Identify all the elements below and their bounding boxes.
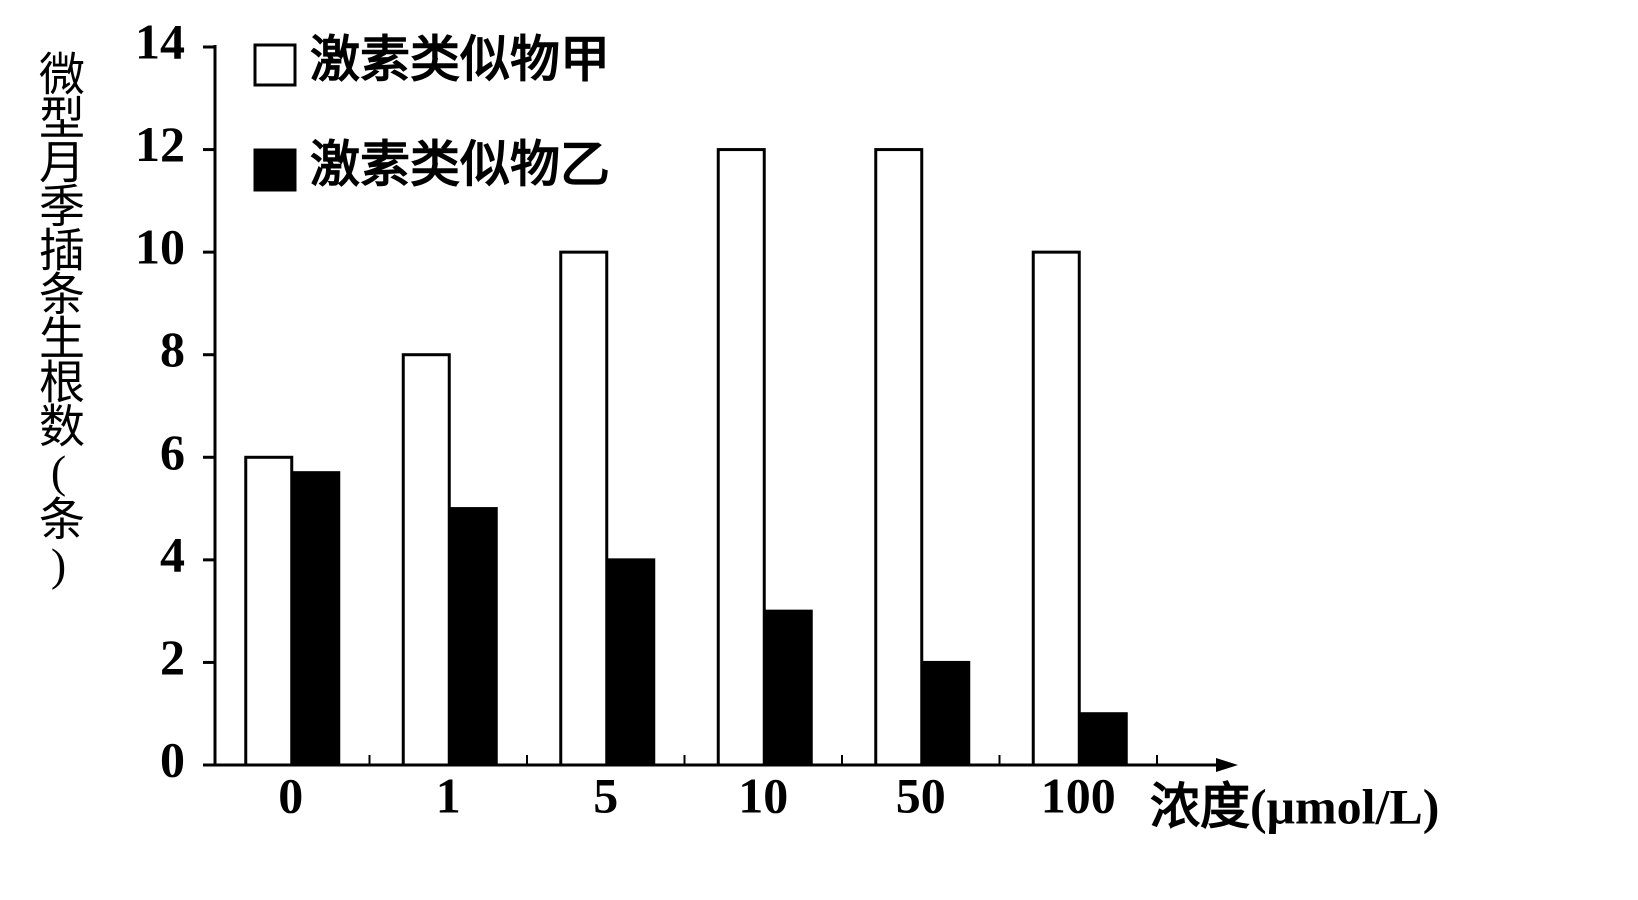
bar	[1031, 250, 1081, 767]
y-tick-label: 10	[135, 219, 185, 275]
y-tick-label: 14	[135, 13, 185, 69]
bar	[921, 660, 971, 767]
x-tick-label: 0	[278, 767, 303, 823]
x-axis-label: 浓度(μmol/L)	[1150, 778, 1439, 834]
bar	[559, 250, 609, 767]
bar	[874, 148, 924, 767]
y-tick-label: 12	[135, 116, 185, 172]
y-axis-label: 微型月季插条生根数(条)	[33, 50, 84, 588]
y-tick-label: 8	[160, 321, 185, 377]
bar	[244, 455, 294, 767]
bar	[716, 148, 766, 767]
bar	[448, 507, 498, 767]
y-tick-label: 2	[160, 629, 185, 685]
bar	[1078, 712, 1128, 767]
y-tick-label: 4	[160, 526, 185, 582]
x-axis-arrow	[1216, 758, 1238, 772]
legend-label: 激素类似物乙	[310, 136, 610, 192]
x-tick-label: 5	[593, 767, 618, 823]
bar	[763, 609, 813, 767]
x-tick-label: 100	[1041, 767, 1116, 823]
bar	[606, 558, 656, 767]
x-tick-label: 50	[896, 767, 946, 823]
legend-label: 激素类似物甲	[310, 31, 610, 87]
bar	[401, 353, 451, 767]
legend-swatch	[253, 43, 297, 87]
y-tick-label: 0	[160, 731, 185, 787]
legend-swatch	[253, 148, 297, 192]
y-tick-label: 6	[160, 424, 185, 480]
x-tick-label: 10	[738, 767, 788, 823]
bar	[291, 471, 341, 767]
x-tick-label: 1	[436, 767, 461, 823]
